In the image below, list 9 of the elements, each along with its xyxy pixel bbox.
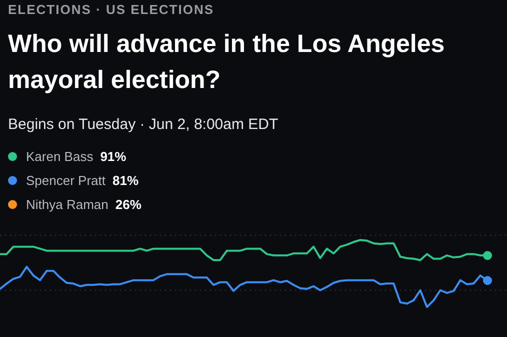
text: 26% — [115, 196, 142, 212]
text: 81% — [112, 172, 139, 188]
legend-label: Karen Bass — [26, 148, 94, 164]
text: ELECTIONS · US ELECTIONS — [8, 2, 214, 17]
legend-label: Nithya Raman — [26, 196, 108, 212]
chart-title: Who will advance in the Los Angeles mayoral election? — [8, 29, 446, 96]
legend-label: Spencer Pratt — [26, 172, 106, 188]
chart-subtitle: Begins on Tuesday · Jun 2, 8:00am EDT — [8, 116, 278, 133]
text: 91% — [100, 148, 126, 164]
